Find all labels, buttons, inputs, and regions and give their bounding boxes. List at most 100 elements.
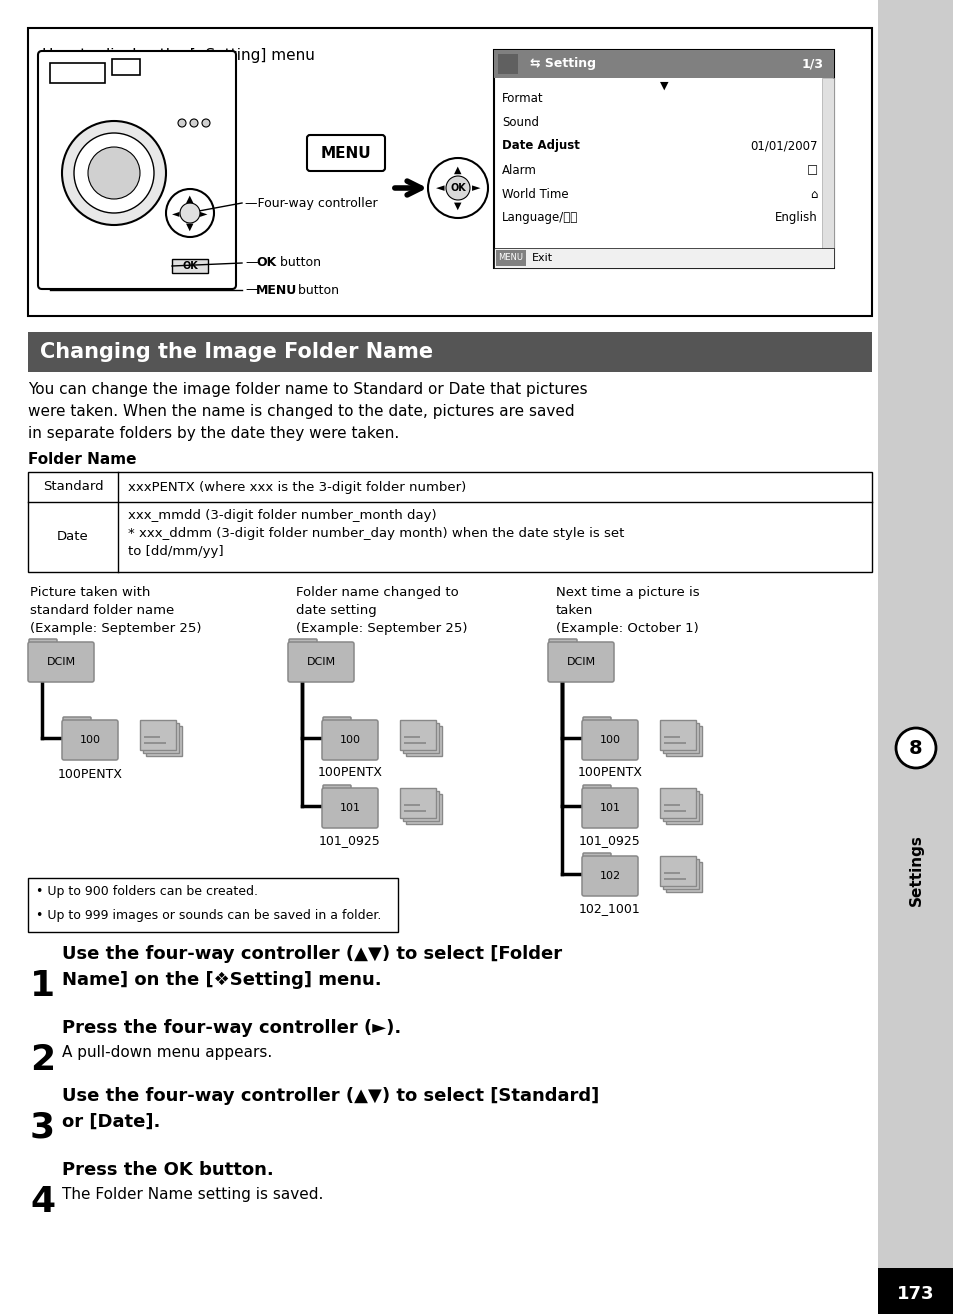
Bar [666, 807, 682, 809]
Text: World Time: World Time [501, 188, 568, 201]
Text: MENU: MENU [498, 254, 523, 263]
Circle shape [428, 158, 488, 218]
FancyBboxPatch shape [29, 639, 57, 653]
Text: MENU: MENU [320, 146, 371, 160]
Bar [147, 738, 163, 741]
FancyBboxPatch shape [582, 717, 610, 731]
Text: ►: ► [471, 183, 479, 193]
Text: DCIM: DCIM [566, 657, 595, 668]
Bar [403, 804, 419, 805]
FancyBboxPatch shape [323, 717, 351, 731]
Bar [399, 788, 436, 819]
Text: □: □ [806, 163, 817, 176]
Text: OK: OK [182, 261, 197, 271]
Text: —: — [245, 284, 257, 297]
Bar [403, 742, 426, 744]
Text: Next time a picture is: Next time a picture is [556, 586, 699, 599]
Bar [659, 788, 696, 819]
Text: (Example: September 25): (Example: September 25) [30, 622, 201, 635]
Text: date setting: date setting [295, 604, 376, 618]
Text: DCIM: DCIM [47, 657, 75, 668]
Text: 102: 102 [598, 871, 619, 880]
Bar [669, 809, 685, 812]
Text: taken: taken [556, 604, 593, 618]
Bar [112, 59, 140, 75]
Text: Folder name changed to: Folder name changed to [295, 586, 458, 599]
FancyBboxPatch shape [548, 639, 577, 653]
Bar [146, 727, 182, 756]
Text: A pull-down menu appears.: A pull-down menu appears. [62, 1045, 272, 1060]
Text: ◄: ◄ [172, 208, 179, 218]
Text: ▼: ▼ [186, 222, 193, 233]
Text: 101_0925: 101_0925 [319, 834, 380, 848]
Text: ⇆ Setting: ⇆ Setting [530, 58, 596, 71]
Text: (Example: October 1): (Example: October 1) [556, 622, 698, 635]
Bar [403, 809, 426, 812]
Text: * xxx_ddmm (3-digit folder number_day month) when the date style is set: * xxx_ddmm (3-digit folder number_day mo… [128, 527, 623, 540]
Bar [669, 884, 691, 886]
Bar [665, 794, 701, 824]
Text: Standard: Standard [43, 481, 103, 494]
Text: Exit: Exit [532, 254, 553, 263]
Text: 4: 4 [30, 1185, 55, 1219]
FancyBboxPatch shape [289, 639, 316, 653]
Text: Date Adjust: Date Adjust [501, 139, 579, 152]
Bar [402, 791, 438, 821]
Bar [665, 727, 701, 756]
Text: Alarm: Alarm [501, 163, 537, 176]
Bar [669, 816, 691, 819]
Bar [410, 809, 426, 812]
Text: Settings: Settings [907, 834, 923, 905]
Circle shape [190, 120, 198, 127]
Bar [663, 804, 679, 805]
Bar [663, 736, 679, 738]
Text: Use the four-way controller (▲▼) to select [Folder: Use the four-way controller (▲▼) to sele… [62, 945, 561, 963]
Bar [666, 745, 688, 746]
Text: OK: OK [450, 183, 465, 193]
Bar [140, 720, 175, 750]
Text: 100PENTX: 100PENTX [317, 766, 382, 779]
Bar [666, 813, 688, 815]
Bar [662, 791, 699, 821]
Bar [403, 736, 419, 738]
Bar [28, 332, 871, 372]
Circle shape [895, 728, 935, 767]
Text: 100PENTX: 100PENTX [57, 767, 122, 781]
Bar [662, 723, 699, 753]
Bar [150, 748, 172, 750]
Text: Use the four-way controller (▲▼) to select [Standard]: Use the four-way controller (▲▼) to sele… [62, 1087, 598, 1105]
Bar [406, 727, 441, 756]
FancyBboxPatch shape [28, 643, 94, 682]
Bar [663, 809, 685, 812]
Text: Format: Format [501, 92, 543, 105]
Text: Press the four-way controller (►).: Press the four-way controller (►). [62, 1018, 401, 1037]
Text: 2: 2 [30, 1043, 55, 1077]
Bar [172, 259, 208, 273]
Text: or [Date].: or [Date]. [62, 1113, 160, 1131]
Text: —Four-way controller: —Four-way controller [245, 197, 377, 209]
Bar [659, 855, 696, 886]
Bar [877, 1268, 953, 1314]
Bar [659, 720, 696, 750]
Text: Folder Name: Folder Name [28, 452, 136, 466]
Text: (Example: September 25): (Example: September 25) [295, 622, 467, 635]
Text: 101_0925: 101_0925 [578, 834, 640, 848]
Text: MENU: MENU [255, 284, 297, 297]
Text: 101: 101 [598, 803, 619, 813]
Circle shape [62, 121, 166, 225]
Circle shape [166, 189, 213, 237]
Bar [496, 250, 525, 265]
Circle shape [180, 202, 200, 223]
Text: Changing the Image Folder Name: Changing the Image Folder Name [40, 342, 433, 361]
Bar [147, 745, 169, 746]
Text: ▲: ▲ [454, 166, 461, 175]
Bar [50, 63, 105, 83]
Bar [407, 745, 429, 746]
Bar [494, 50, 833, 78]
FancyBboxPatch shape [322, 720, 377, 759]
Text: 01/01/2007: 01/01/2007 [750, 139, 817, 152]
Text: ▲: ▲ [186, 194, 193, 204]
Bar [144, 736, 160, 738]
FancyBboxPatch shape [38, 51, 235, 289]
Bar [663, 878, 685, 880]
